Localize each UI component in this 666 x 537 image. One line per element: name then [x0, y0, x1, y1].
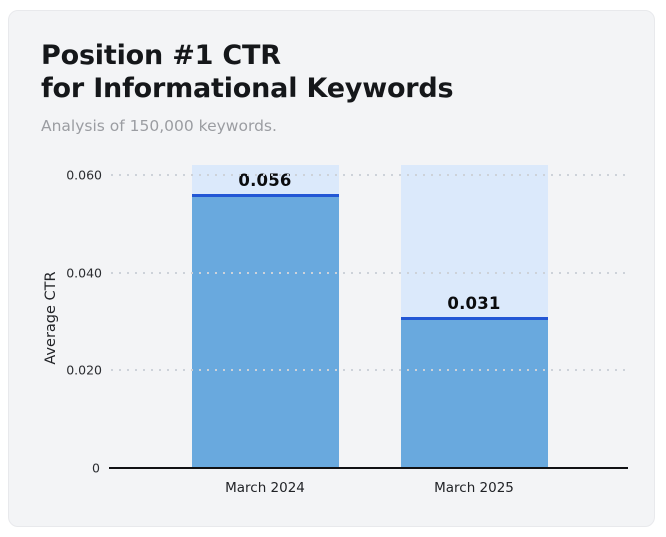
chart-subtitle: Analysis of 150,000 keywords.	[41, 117, 277, 135]
plot-area: 0.056 March 2024 0.031 March 2025 0 0.020 0.04…	[66, 165, 628, 496]
bars-container: 0.056 March 2024 0.031 March 2025	[111, 165, 628, 496]
bar-value-label-2: 0.031	[447, 293, 501, 313]
chart-title: Position #1 CTR for Informational Keywor…	[41, 39, 454, 105]
y-tick-label-0.060: 0.060	[66, 167, 102, 183]
bar-value-label-1: 0.056	[238, 171, 292, 191]
y-tick-label-0: 0	[92, 460, 100, 476]
y-gridline-0.020: 0.020	[66, 363, 628, 378]
y-gridline-0.060: 0.060	[66, 167, 628, 182]
x-axis-label-2: March 2025	[434, 480, 514, 496]
x-axis-line: 0	[92, 461, 628, 476]
chart-title-line-2: for Informational Keywords	[41, 73, 454, 104]
bar-track-2: 0.031 March 2025	[400, 165, 548, 496]
y-axis-title: Average CTR	[43, 271, 59, 365]
bar-fill-2	[400, 316, 548, 468]
y-tick-label-0.020: 0.020	[66, 362, 102, 378]
bar-track-1: 0.056 March 2024	[191, 165, 339, 496]
x-axis-label-1: March 2024	[225, 480, 305, 496]
chart-card: Position #1 CTR for Informational Keywor…	[8, 10, 655, 527]
bar-fill-1	[191, 194, 339, 468]
y-gridline-0.040: 0.040	[66, 265, 628, 280]
y-tick-label-0.040: 0.040	[66, 265, 102, 281]
chart-title-line-1: Position #1 CTR	[41, 40, 281, 71]
